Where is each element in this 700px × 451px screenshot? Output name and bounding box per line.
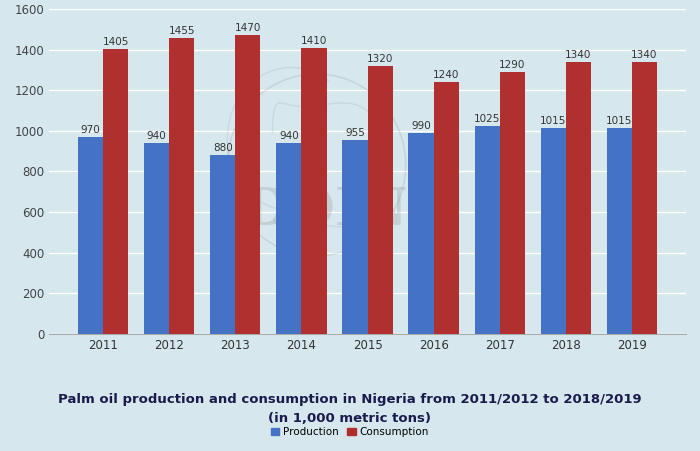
Text: 1455: 1455 <box>169 27 195 37</box>
Text: Palm oil production and consumption in Nigeria from 2011/2012 to 2018/2019: Palm oil production and consumption in N… <box>58 393 642 405</box>
Text: 990: 990 <box>411 121 431 131</box>
Bar <box>276 143 302 334</box>
Bar <box>607 128 632 334</box>
Text: 940: 940 <box>147 131 167 141</box>
Legend: Production, Consumption: Production, Consumption <box>267 423 433 441</box>
Text: 1015: 1015 <box>540 116 566 126</box>
Bar <box>103 49 128 334</box>
Text: 940: 940 <box>279 131 299 141</box>
Bar <box>500 72 525 334</box>
Bar <box>475 126 500 334</box>
Text: 955: 955 <box>345 128 365 138</box>
Bar <box>235 36 260 334</box>
Text: 1290: 1290 <box>499 60 526 70</box>
Bar <box>169 38 195 334</box>
Text: 1025: 1025 <box>474 114 500 124</box>
Bar <box>78 137 103 334</box>
Text: 1340: 1340 <box>565 50 592 60</box>
Bar <box>368 66 393 334</box>
Text: (in 1,000 metric tons): (in 1,000 metric tons) <box>269 412 431 424</box>
Bar <box>566 62 591 334</box>
Bar <box>210 155 235 334</box>
Text: 880: 880 <box>213 143 232 153</box>
Text: 1340: 1340 <box>631 50 658 60</box>
Text: DOING: DOING <box>244 185 454 236</box>
Text: 1470: 1470 <box>234 23 261 33</box>
Bar <box>433 82 459 334</box>
Bar <box>540 128 566 334</box>
Bar <box>632 62 657 334</box>
Text: 1405: 1405 <box>102 37 129 46</box>
Bar <box>409 133 433 334</box>
Text: 1015: 1015 <box>606 116 633 126</box>
Text: 970: 970 <box>80 125 100 135</box>
Text: 1240: 1240 <box>433 70 459 80</box>
Bar <box>302 47 326 334</box>
Bar <box>144 143 169 334</box>
Text: 1320: 1320 <box>367 54 393 64</box>
Bar <box>342 140 368 334</box>
Text: 1410: 1410 <box>301 36 327 46</box>
